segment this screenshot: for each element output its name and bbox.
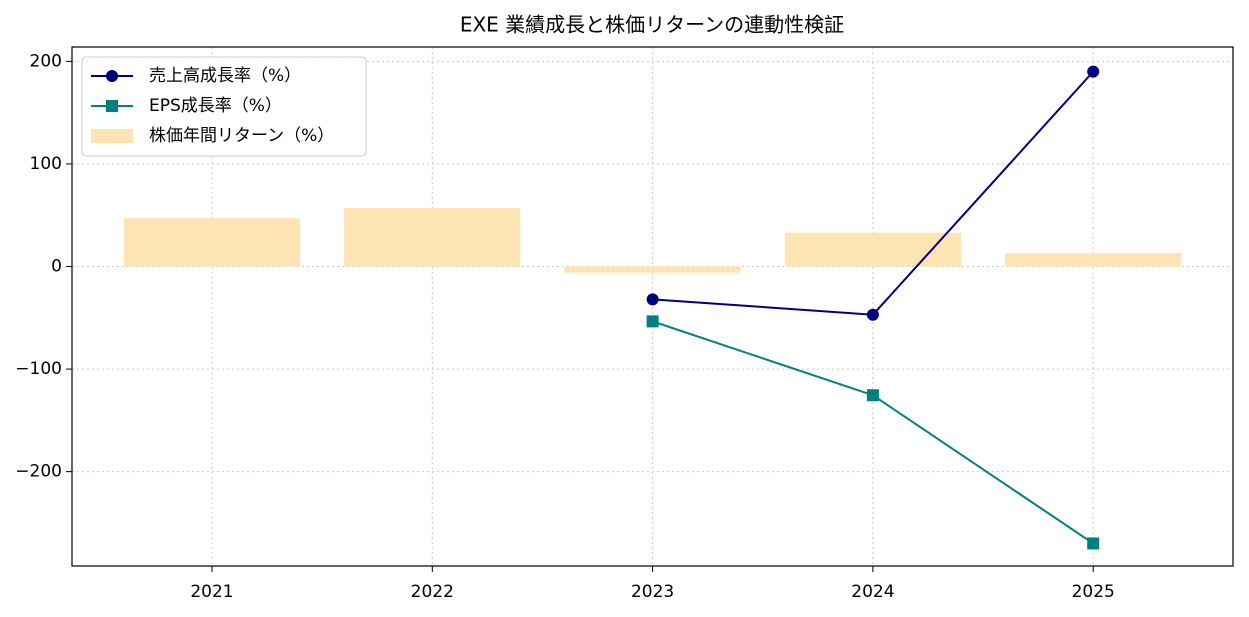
y-tick-label: −100 xyxy=(15,359,62,379)
legend-swatch xyxy=(91,129,133,143)
x-tick-label: 2025 xyxy=(1072,582,1115,602)
plot-frame xyxy=(71,46,1234,567)
marker xyxy=(1087,65,1100,78)
y-tick-label: 100 xyxy=(30,154,62,174)
legend: 売上高成長率（%） EPS成長率（%） 株価年間リターン（%） xyxy=(81,56,367,157)
x-tick-label: 2024 xyxy=(851,582,894,602)
bar xyxy=(344,208,521,267)
legend-marker xyxy=(106,100,118,112)
y-tick-label: 200 xyxy=(30,51,62,71)
legend-label: 株価年間リターン（%） xyxy=(149,126,334,146)
marker xyxy=(1087,537,1100,550)
x-tick-label: 2023 xyxy=(631,582,674,602)
y-tick-label: 0 xyxy=(51,256,62,276)
chart-title: EXE 業績成長と株価リターンの連動性検証 xyxy=(460,13,844,37)
bar xyxy=(123,218,301,267)
bar xyxy=(564,266,741,273)
legend-frame xyxy=(81,56,367,157)
legend-label: EPS成長率（%） xyxy=(149,96,282,116)
x-tick-label: 2021 xyxy=(190,582,233,602)
bar xyxy=(1005,253,1182,267)
marker xyxy=(646,315,659,328)
x-tick-label: 2022 xyxy=(411,582,454,602)
legend-label: 売上高成長率（%） xyxy=(149,66,301,86)
bar xyxy=(784,232,962,267)
marker xyxy=(646,293,659,306)
marker xyxy=(866,308,879,321)
marker xyxy=(866,389,879,402)
y-tick-label: −200 xyxy=(15,462,62,482)
legend-marker xyxy=(106,70,118,82)
